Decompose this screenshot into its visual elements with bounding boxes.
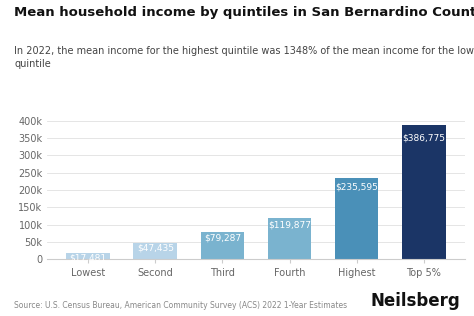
- Text: $235,595: $235,595: [335, 182, 378, 191]
- Bar: [268, 218, 311, 259]
- Text: $17,481: $17,481: [70, 253, 107, 262]
- Text: Mean household income by quintiles in San Bernardino County, CA: Mean household income by quintiles in Sa…: [14, 6, 474, 19]
- Text: In 2022, the mean income for the highest quintile was 1348% of the mean income f: In 2022, the mean income for the highest…: [14, 46, 474, 69]
- Text: $47,435: $47,435: [137, 244, 174, 253]
- Bar: [335, 178, 378, 259]
- Text: $386,775: $386,775: [402, 133, 445, 142]
- Text: Source: U.S. Census Bureau, American Community Survey (ACS) 2022 1-Year Estimate: Source: U.S. Census Bureau, American Com…: [14, 301, 347, 310]
- Text: $79,287: $79,287: [204, 233, 241, 242]
- Bar: [201, 232, 244, 259]
- Bar: [134, 243, 177, 259]
- Bar: [402, 125, 446, 259]
- Text: Neilsberg: Neilsberg: [370, 292, 460, 310]
- Bar: [66, 253, 110, 259]
- Text: $119,877: $119,877: [268, 220, 311, 229]
